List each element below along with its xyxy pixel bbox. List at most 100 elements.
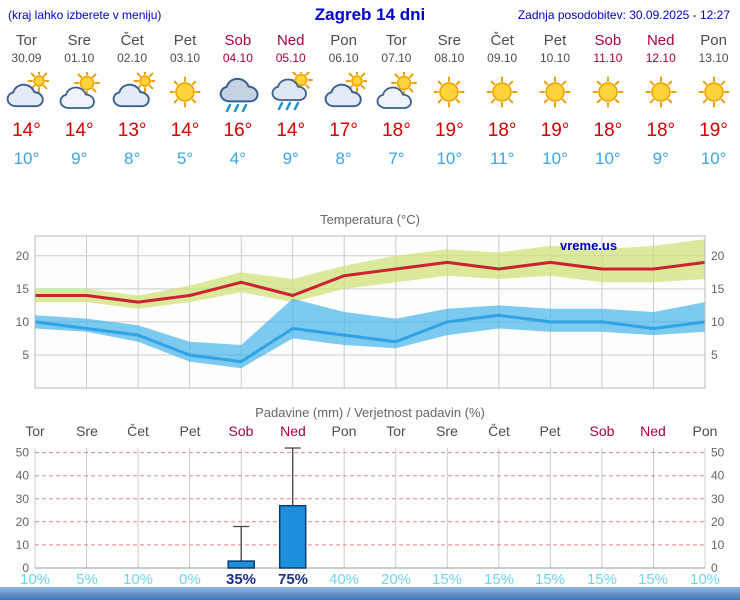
cloudy-weather-icon — [106, 70, 159, 116]
day-name: Pet — [173, 32, 197, 49]
day-column: Sre 01.10 14° 9° — [53, 32, 106, 169]
svg-text:50: 50 — [711, 446, 725, 460]
svg-text:20: 20 — [711, 249, 725, 263]
sunny-weather-icon — [687, 70, 740, 116]
max-temperature: 17° — [329, 120, 358, 141]
day-date: 07.10 — [381, 51, 412, 65]
precip-day-label: Ned — [280, 423, 306, 439]
precip-probability: 35% — [225, 571, 257, 588]
svg-text:40: 40 — [16, 469, 30, 483]
min-temperature: 10° — [13, 149, 40, 168]
min-temp-line — [34, 313, 706, 364]
svg-text:15: 15 — [711, 282, 725, 296]
cloudy-weather-icon — [0, 70, 53, 116]
min-temperature: 10° — [700, 149, 727, 168]
day-forecast-row: Tor 30.09 14° 10° Sre 01.10 14° 9° Čet 02.10 13° 8°… — [0, 32, 740, 169]
precip-day-label: Sre — [436, 423, 458, 439]
precip-probability: 15% — [534, 571, 566, 588]
precip-day-label: Pet — [179, 423, 201, 439]
precip-day-label: Pon — [331, 423, 357, 439]
precip-day-label: Tor — [25, 423, 45, 439]
max-temperature: 13° — [117, 120, 147, 141]
precipitation-chart-title: Padavine (mm) / Verjetnost padavin (%) — [255, 405, 485, 420]
day-column: Sob 04.10 16° 4° — [211, 32, 264, 169]
precip-probability: 10% — [689, 571, 721, 588]
svg-text:10: 10 — [711, 538, 725, 552]
horizontal-scrollbar[interactable] — [0, 587, 740, 600]
svg-text:30: 30 — [16, 492, 30, 506]
day-name: Čet — [120, 32, 144, 49]
min-temperature: 10° — [542, 149, 568, 168]
day-name: Sob — [594, 32, 622, 49]
day-column: Ned 12.10 18° 9° — [634, 32, 687, 169]
rain-sun-weather-icon — [264, 70, 317, 116]
max-temperature: 14° — [276, 120, 306, 141]
min-temperature: 9° — [652, 149, 669, 168]
watermark: vreme.us — [560, 238, 617, 253]
day-name: Tor — [16, 32, 37, 49]
min-temperature: 8° — [335, 149, 352, 168]
temperature-chart-title: Temperatura (°C) — [320, 212, 420, 227]
max-temperature: 19° — [699, 120, 728, 141]
day-date: 04.10 — [222, 51, 253, 65]
day-date: 10.10 — [540, 51, 571, 65]
precip-probability: 0% — [179, 571, 201, 588]
day-name: Ned — [276, 32, 305, 49]
temperature-chart: 5 5 10 10 15 15 20 20 vreme.us — [16, 235, 725, 389]
day-name: Sre — [437, 32, 461, 49]
min-temperature: 10° — [595, 149, 621, 168]
min-temperature: 8° — [124, 149, 141, 168]
svg-text:5: 5 — [711, 348, 718, 362]
max-temperature: 14° — [170, 120, 200, 141]
svg-text:40: 40 — [711, 469, 725, 483]
min-temperature: 9° — [71, 149, 88, 168]
precip-day-label: Čet — [488, 423, 510, 439]
day-name: Pet — [543, 32, 567, 49]
day-column: Čet 02.10 13° 8° — [106, 32, 159, 169]
precip-day-label: Sre — [76, 423, 98, 439]
location-menu-note: (kraj lahko izberete v meniju) — [8, 8, 162, 22]
day-name: Ned — [646, 32, 675, 49]
max-temperature: 19° — [434, 120, 464, 141]
day-column: Pet 10.10 19° 10° — [529, 32, 582, 169]
min-temperature: 10° — [436, 149, 463, 168]
precip-probability: 15% — [586, 571, 618, 588]
day-name: Pon — [330, 32, 357, 49]
day-name: Tor — [386, 32, 407, 49]
svg-text:0: 0 — [711, 561, 718, 574]
precip-probability-row: 10% 5% 10% 0% 35% 75% 40% 20% 15% 15% 15% 15% 15% 10% — [0, 571, 740, 588]
rain-weather-icon — [211, 70, 264, 116]
sunny-weather-icon — [423, 70, 476, 116]
max-temperature: 19° — [540, 120, 570, 141]
day-column: Tor 07.10 18° 7° — [370, 32, 423, 169]
min-temperature: 9° — [282, 149, 299, 168]
precip-bar — [278, 504, 307, 569]
day-name: Čet — [490, 32, 514, 49]
precip-day-label: Ned — [640, 423, 666, 439]
day-column: Pon 13.10 19° 10° — [687, 32, 740, 169]
precip-day-label: Sob — [228, 423, 254, 439]
last-updated: Zadnja posodobitev: 30.09.2025 - 12:27 — [517, 8, 730, 22]
svg-text:20: 20 — [16, 515, 30, 529]
max-temperature: 16° — [223, 120, 253, 141]
precip-day-label: Pet — [539, 423, 561, 439]
max-temperature: 18° — [382, 120, 411, 141]
precip-day-label: Sob — [589, 423, 615, 439]
day-date: 13.10 — [698, 51, 729, 65]
svg-text:0: 0 — [22, 561, 29, 574]
sunny-weather-icon — [476, 70, 529, 116]
day-name: Sre — [67, 32, 91, 49]
sunny-weather-icon — [581, 70, 634, 116]
sunny-weather-icon — [529, 70, 582, 116]
header: (kraj lahko izberete v meniju) Zagreb 14… — [0, 4, 740, 28]
page-title: Zagreb 14 dni — [314, 5, 426, 24]
day-date: 30.09 — [11, 51, 42, 65]
cloudy-weather-icon — [317, 70, 370, 116]
max-temperature: 14° — [12, 120, 41, 141]
max-temperature: 18° — [646, 120, 676, 141]
precip-bar — [227, 560, 255, 569]
precip-probability: 15% — [483, 571, 515, 588]
svg-text:10: 10 — [16, 538, 30, 552]
precip-day-label: Tor — [386, 423, 406, 439]
